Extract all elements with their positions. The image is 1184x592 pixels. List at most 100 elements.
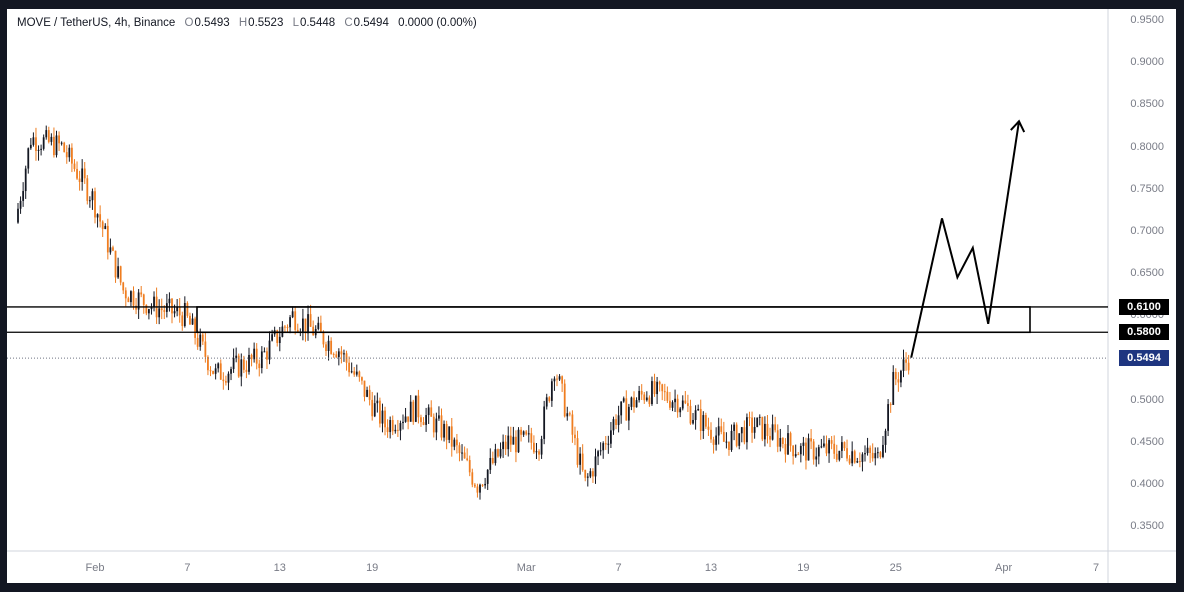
candle-body [841,442,843,451]
candle-body [789,433,792,446]
candle-body [486,469,489,484]
candle-body [766,423,769,436]
candle-body [874,453,877,459]
candle-body [812,441,815,460]
candle-body [776,430,779,447]
candle-body [440,415,443,438]
candle-body [458,445,461,454]
candle-body [260,351,263,369]
candle-body [348,362,350,373]
time-tick-label: Feb [85,562,105,574]
candle-body [730,430,733,450]
candle-body [376,400,379,404]
candle-body [422,422,425,425]
candle-body [561,376,564,384]
candle-body [71,147,73,164]
candle-body [843,442,846,449]
candle-body [158,308,161,318]
candle-body [527,433,530,435]
candle-body [294,311,297,330]
candle-body [199,334,202,347]
candle-body [45,130,48,138]
candle-body [204,341,207,357]
time-tick-label: 19 [366,562,379,574]
candle-body [278,336,281,343]
price-tick-label: 0.7500 [1130,182,1164,195]
candlestick-chart[interactable] [7,9,1176,583]
candle-body [358,371,361,378]
candle-body [309,314,312,327]
candle-body [271,334,273,341]
candle-body [694,410,697,420]
candle-body [253,348,256,360]
candle-body [761,416,764,440]
candle-body [538,451,540,455]
candle-body [635,400,638,408]
candle-body [296,329,299,332]
candle-body [150,307,153,310]
candle-body [91,191,94,201]
candle-body [707,426,710,430]
candle-body [517,429,520,453]
candle-body [68,147,71,158]
candle-body [142,294,145,305]
candle-body [864,453,866,455]
candle-body [207,356,209,371]
candle-body [679,408,682,413]
time-tick-label: 13 [273,562,286,574]
candle-body [73,163,76,169]
candle-body [579,453,581,465]
candle-body [350,371,353,373]
candle-body [525,431,528,435]
open-value: 0.5493 [194,17,230,29]
candle-body [242,359,245,370]
candle-body [717,426,720,436]
candle-body [456,439,458,446]
candle-body [240,359,243,377]
chart-frame: MOVE / TetherUS, 4h, Binance O0.5493 H0.… [7,9,1176,583]
candle-body [781,437,784,445]
time-tick-label: 19 [797,562,810,574]
candle-body [420,417,422,423]
candle-body [40,148,42,150]
candle-body [494,449,497,464]
change-value: 0.0000 (0.00%) [398,17,477,29]
candle-body [332,353,335,355]
candle-body [176,306,179,312]
candle-body [389,420,392,433]
candle-body [153,296,155,308]
candle-body [450,426,453,447]
candle-body [674,398,676,403]
candle-body [484,483,487,486]
candle-body [178,306,181,316]
candle-body [337,351,340,358]
candle-body [799,445,802,455]
candle-body [666,391,669,401]
candle-body [787,433,789,455]
candle-body [289,317,291,328]
candle-body [24,168,27,192]
candle-body [676,398,679,413]
candle-body [607,443,610,445]
candle-body [625,398,628,421]
candle-body [196,337,199,347]
projection-arrow-head [1010,119,1026,133]
candle-body [810,438,812,442]
candle-body [764,423,766,440]
candle-body [417,395,420,418]
candle-body [379,400,381,424]
candle-body [340,351,343,355]
candle-body [643,394,646,401]
candle-body [29,144,32,149]
candle-body [255,348,258,364]
candle-body [535,451,538,453]
candle-body [132,291,135,306]
candle-body [733,424,735,431]
time-tick-label: 7 [1092,562,1100,574]
candle-body [466,458,469,461]
candle-body [574,434,576,439]
candle-body [669,400,671,408]
candle-body [94,191,96,218]
candle-body [319,322,322,332]
candle-body [615,419,617,425]
